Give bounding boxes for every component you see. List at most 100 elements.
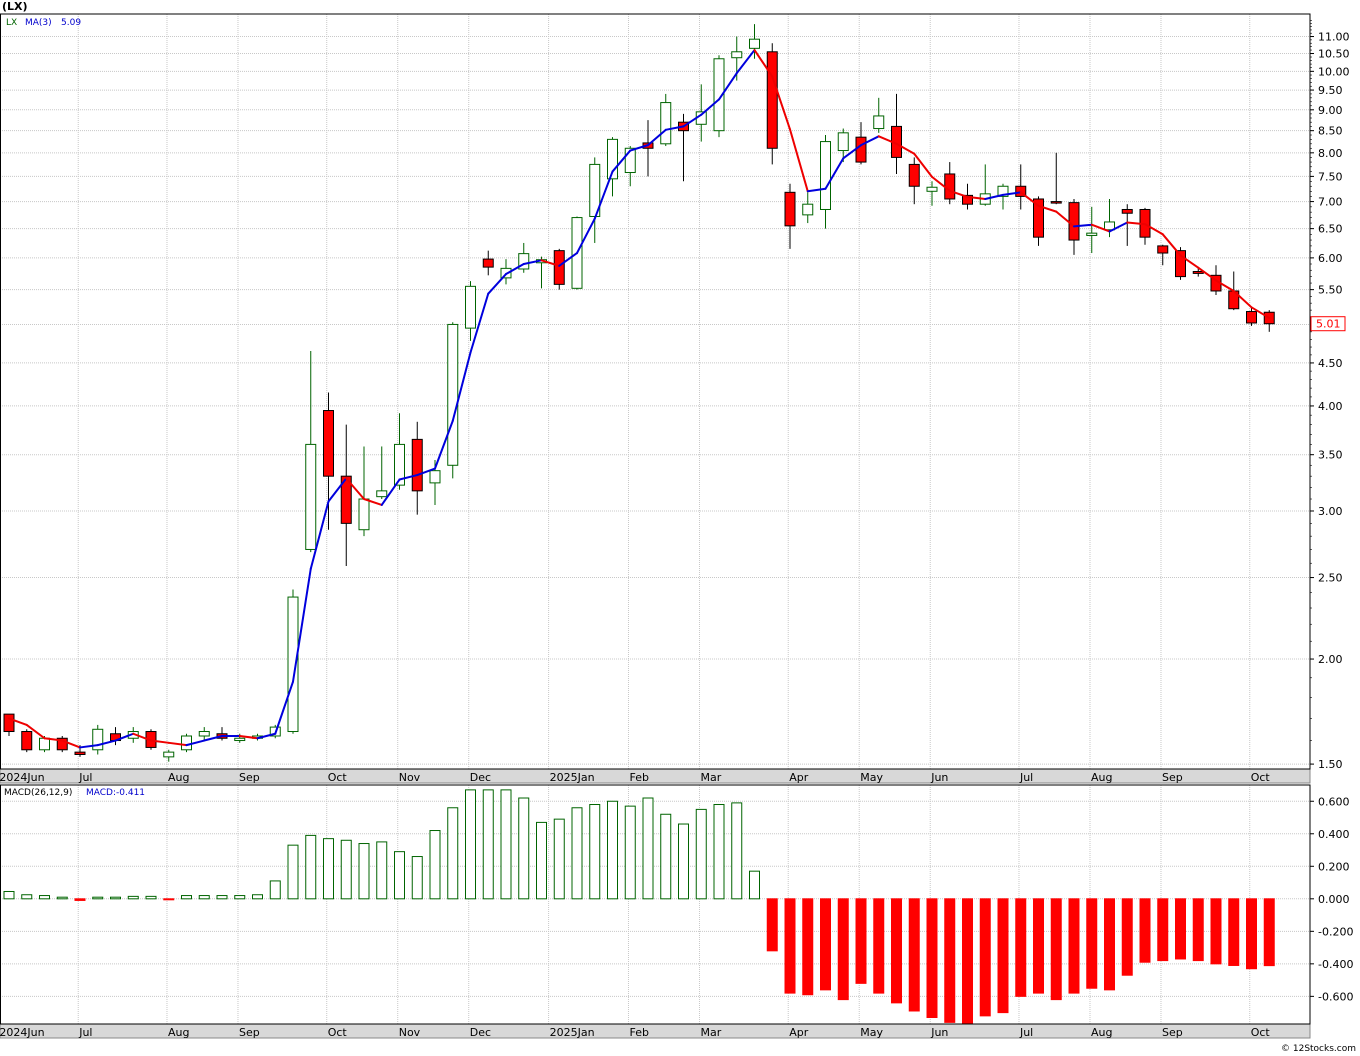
candle-down — [766, 51, 778, 149]
legend-ma-value: 5.09 — [61, 18, 81, 28]
ma3-segment — [1002, 191, 1022, 196]
macd-month-label: Aug — [1091, 1026, 1112, 1039]
macd-bar — [269, 880, 281, 900]
macd-bar — [642, 797, 654, 900]
macd-bar — [323, 838, 334, 900]
macd-bar — [39, 895, 50, 900]
macd-bar — [127, 895, 139, 900]
price-tick-label: 3.50 — [1318, 449, 1343, 462]
macd-month-label: Dec — [470, 1026, 491, 1039]
candle-up — [92, 728, 104, 751]
macd-bar — [234, 895, 246, 900]
price-tick-label: 10.50 — [1318, 48, 1350, 61]
macd-month-label: Apr — [789, 1026, 809, 1039]
ma3-segment — [309, 500, 330, 570]
macd-bar — [394, 851, 405, 900]
ma3-segment — [451, 351, 472, 422]
ma3-segment — [132, 732, 152, 742]
candle-up — [465, 285, 476, 329]
macd-month-label: May — [860, 1026, 883, 1039]
macd-bar — [802, 898, 814, 996]
macd-tick-label: 0.600 — [1318, 795, 1350, 808]
macd-bar — [411, 856, 423, 900]
macd-bar — [465, 789, 476, 900]
macd-bar — [553, 818, 565, 900]
candle-down — [56, 737, 68, 751]
macd-bar — [1121, 898, 1133, 976]
ma3-segment — [274, 680, 294, 735]
last-price-box — [1310, 316, 1346, 332]
candle-up — [820, 141, 831, 210]
macd-bar — [891, 898, 902, 1004]
candle-up — [198, 731, 210, 737]
macd-bar — [837, 898, 849, 1001]
ma3-segment — [593, 170, 614, 220]
price-month-label: Sep — [1162, 771, 1183, 784]
price-tick-label: 6.00 — [1318, 252, 1343, 265]
last-price-label: 5.01 — [1316, 318, 1341, 331]
macd-month-label: Sep — [239, 1026, 260, 1039]
ma3-segment — [1019, 191, 1040, 207]
ma3-segment — [895, 142, 916, 155]
macd-bar — [536, 821, 547, 900]
ma3-segment — [540, 259, 561, 267]
price-month-label: Oct — [1251, 771, 1271, 784]
macd-bar — [766, 898, 778, 952]
ma3-segment — [647, 128, 667, 147]
candle-down — [1121, 208, 1133, 214]
ma3-segment — [469, 292, 490, 354]
watermark: © 12Stocks.com — [1281, 1044, 1356, 1054]
candle-down — [1157, 245, 1169, 254]
ma3-segment — [203, 734, 223, 742]
ma3-segment — [576, 217, 596, 255]
macd-bar — [624, 805, 636, 900]
candle-down — [411, 438, 423, 492]
macd-bar — [1086, 898, 1098, 989]
macd-month-label: 2024Jun — [0, 1026, 45, 1039]
candle-up — [802, 203, 814, 216]
ma3-segment — [1108, 221, 1129, 233]
candle-up — [376, 490, 388, 498]
candle-down — [908, 163, 920, 187]
ma3-segment — [25, 723, 46, 740]
candle-down — [1246, 311, 1257, 324]
price-month-label: Aug — [1091, 771, 1112, 784]
macd-bar — [1210, 898, 1222, 965]
candle-up — [624, 147, 636, 174]
candle-down — [482, 258, 494, 268]
ma3-segment — [434, 419, 454, 470]
price-month-label: Sep — [239, 771, 260, 784]
macd-bar — [962, 898, 973, 1025]
ma3-segment — [167, 741, 188, 747]
price-month-label: Apr — [789, 771, 809, 784]
macd-month-label: Nov — [399, 1026, 421, 1039]
candle-up — [926, 186, 938, 192]
price-month-label: Jul — [78, 771, 92, 784]
ma3-segment — [558, 252, 578, 267]
macd-month-label: Sep — [1162, 1026, 1183, 1039]
ma3-segment — [1250, 306, 1271, 319]
ma3-segment — [79, 744, 99, 749]
macd-month-label: Jun — [930, 1026, 948, 1039]
ma3-segment — [1126, 221, 1146, 226]
macd-bar — [820, 898, 831, 991]
ma3-segment — [966, 195, 987, 200]
ma3-segment — [1232, 289, 1253, 309]
price-month-label: Nov — [399, 771, 421, 784]
ma3-segment — [380, 478, 401, 506]
ma3-segment — [913, 152, 933, 178]
ma3-segment — [1073, 223, 1093, 228]
ma3-segment — [842, 144, 862, 160]
ma3-segment — [363, 498, 383, 506]
macd-bar — [1175, 898, 1186, 960]
candle-down — [944, 173, 956, 200]
macd-panel-frame — [0, 784, 1311, 1025]
ma3-segment — [1197, 266, 1217, 282]
price-month-label: Jun — [930, 771, 948, 784]
candle-down — [1050, 201, 1062, 204]
ma3-segment — [61, 739, 81, 749]
macd-bar — [1228, 898, 1240, 966]
ma3-segment — [824, 157, 845, 190]
candle-up — [837, 132, 849, 152]
price-month-label: 2025Jan — [550, 771, 595, 784]
